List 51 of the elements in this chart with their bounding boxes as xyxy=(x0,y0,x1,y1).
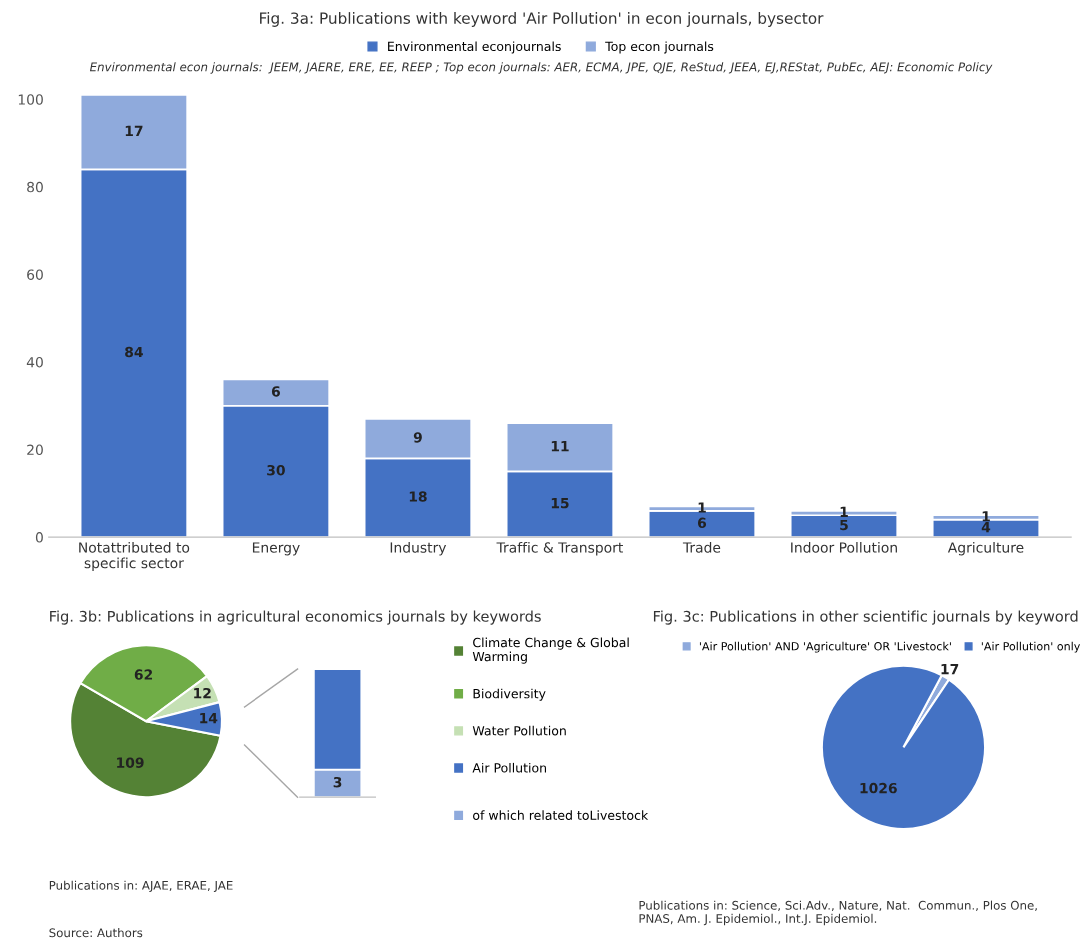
data-label: 11 xyxy=(551,441,569,452)
data-label: 3 xyxy=(333,776,342,788)
x-tick-label: Trade xyxy=(682,542,721,553)
data-label: 109 xyxy=(117,757,144,768)
y-tick-label: 60 xyxy=(27,269,43,280)
legend-label: 'Air Pollution' only xyxy=(981,641,1081,653)
data-label: 6 xyxy=(697,517,707,529)
x-tick-label: Agriculture xyxy=(947,542,1024,556)
data-label: 1026 xyxy=(860,782,897,794)
y-tick-label: 20 xyxy=(27,444,43,456)
x-tick-label: Industry xyxy=(390,542,447,556)
legend-label: Climate Change & Global Warming xyxy=(472,637,629,664)
legend-label: Biodiversity xyxy=(473,688,546,701)
legend-label: of which related toLivestock xyxy=(473,810,649,820)
data-label: 62 xyxy=(134,669,153,680)
data-label: 5 xyxy=(840,519,848,531)
data-label: 1 xyxy=(982,511,990,522)
data-label: 14 xyxy=(200,713,218,724)
y-tick-label: 40 xyxy=(26,356,43,368)
legend-label: Air Pollution xyxy=(472,762,546,773)
pie-slice xyxy=(820,664,987,830)
text: Publications in: Science, Sci.Adv., Nature, Nat. Commun., Plos One, PNAS, Am. J. Epidemiol., Int.J. Epidemiol. xyxy=(639,900,1037,926)
x-tick-label: Notattributed to specific sector xyxy=(79,542,190,571)
data-label: 84 xyxy=(125,346,143,358)
legend-label: Environmental econjournals xyxy=(388,41,561,54)
chart-title: Fig. 3a: Publications with keyword 'Air Pollution' in econ journals, bysector xyxy=(260,12,824,27)
source-note: Source: Authors xyxy=(49,928,143,938)
data-label: 15 xyxy=(551,498,569,509)
data-label: 4 xyxy=(981,522,991,533)
chart-title: Fig. 3b: Publications in agricultural economics journals by keywords xyxy=(50,610,541,625)
data-label: 1 xyxy=(698,502,706,513)
data-label: 9 xyxy=(413,432,422,443)
data-label: 17 xyxy=(941,664,959,675)
data-label: 17 xyxy=(125,125,143,136)
y-tick-label: 80 xyxy=(27,181,43,193)
data-label: 1 xyxy=(840,506,848,517)
data-label: 30 xyxy=(267,464,285,476)
chart-subtitle: Environmental econ journals: JEEM, JAERE, ERE, EE, REEP ; Top econ journals: AER, ECMA, JPE, QJE, ReStud, JEEA, EJ,REStat, PubEc, AEJ: Economic Policy xyxy=(89,62,993,74)
x-tick-label: Traffic & Transport xyxy=(496,542,623,556)
y-tick-label: 0 xyxy=(35,532,43,543)
x-tick-label: Indoor Pollution xyxy=(791,542,897,553)
data-label: 6 xyxy=(271,386,280,397)
x-tick-label: Energy xyxy=(252,542,300,556)
y-tick-label: 100 xyxy=(18,94,43,105)
chart-title: Fig. 3c: Publications in other scientific journals by keyword xyxy=(653,610,1078,625)
data-label: 12 xyxy=(194,687,211,699)
data-label: 18 xyxy=(409,491,427,502)
legend-label: 'Air Pollution' AND 'Agriculture' OR 'Livestock' xyxy=(699,641,951,653)
text: Publications in: AJAE, ERAE, JAE xyxy=(49,880,233,892)
legend-label: Water Pollution xyxy=(472,725,566,736)
legend-label: Top econ journals xyxy=(605,41,714,54)
